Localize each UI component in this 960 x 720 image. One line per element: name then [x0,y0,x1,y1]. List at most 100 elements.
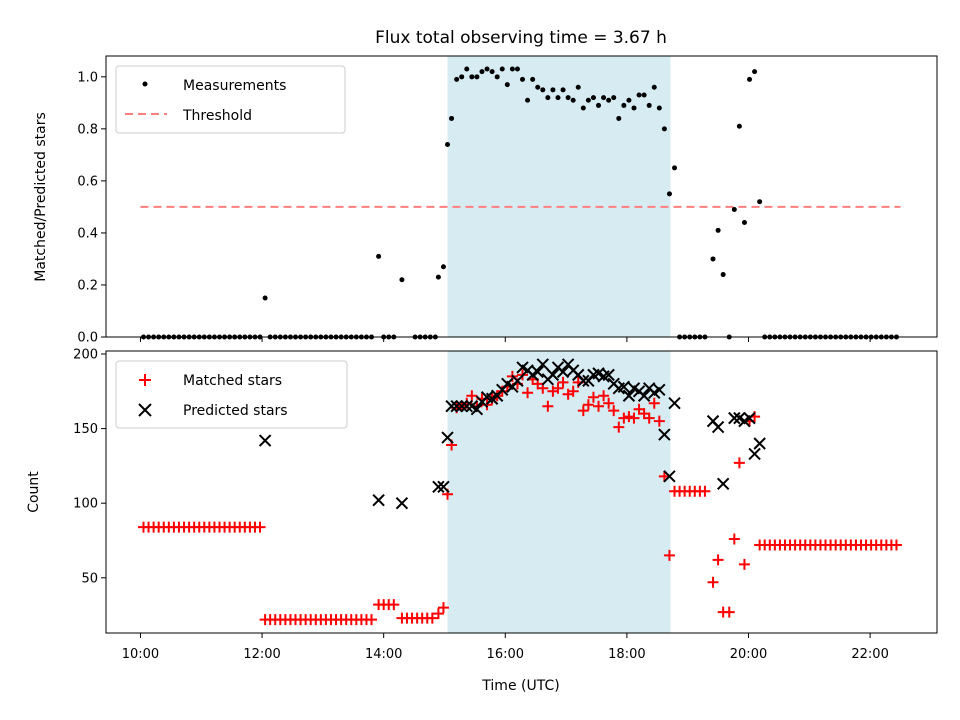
matched-star-point [699,485,711,497]
measurement-point [469,74,475,80]
measurement-point [720,272,726,278]
matched-star-point [712,554,724,566]
measurement-point [514,66,520,72]
x-tick-label: 16:00 [487,647,524,662]
measurement-point [575,84,581,90]
matched-star-point [567,385,579,397]
y-tick-label: 0.4 [77,226,98,241]
measurement-point [504,82,510,88]
y-tick-label: 150 [73,422,98,437]
measurement-point [661,126,667,132]
matched-star-point [707,576,719,588]
measurement-point [580,105,586,111]
predicted-star-point [546,368,560,382]
measurement-point [736,123,742,129]
matched-star-point [643,412,655,424]
predicted-star-point [372,493,385,507]
measurement-point [555,95,561,101]
measurement-point [494,74,500,80]
measurement-point [399,277,405,283]
predicted-star-point [437,480,450,493]
predicted-star-point [728,411,741,425]
measurement-point [626,97,632,103]
matched-star-point [388,599,400,611]
predicted-star-point [748,447,761,461]
predicted-star-point [743,411,756,425]
measurement-point [545,95,551,101]
measurement-point [479,69,485,75]
matched-star-point [587,391,599,403]
top-axes-frame [105,55,938,338]
predicted-star-point [622,389,636,402]
predicted-star-point [658,428,671,441]
y-tick-label: 50 [81,571,98,586]
measurement-point [449,115,455,121]
y-tick-label: 0.8 [77,122,98,137]
measurement-point [757,199,763,205]
matched-star-point [366,614,378,626]
matched-star-point [254,521,266,533]
y-tick-label: 0.2 [77,278,98,293]
measurement-point [565,95,571,101]
measurement-point [590,95,596,101]
measurement-point [606,97,612,103]
matched-star-point [552,382,564,394]
predicted-star-point [460,399,473,413]
x-tick-label: 10:00 [122,647,159,662]
predicted-star-point [602,368,615,382]
matched-star-point [522,387,534,399]
measurement-point [440,264,446,270]
measurement-point [474,74,480,80]
count-panel: 50 100 150 200 10:00 12:00 14:00 16:00 18:00 20:… [26,347,938,694]
measurement-point [636,92,642,98]
matched-star-point [432,608,444,620]
x-tick-label: 22:00 [851,647,888,662]
measurement-point [489,69,495,75]
measurement-point [641,92,647,98]
measurement-point [596,102,602,108]
matched-star-point [481,399,493,411]
chart-title: Flux total observing time = 3.67 h [375,28,667,48]
matched-star-point [582,399,594,411]
legend-marker-predicted [138,403,152,417]
measurement-point [509,66,515,72]
x-tick-label: 12:00 [243,647,280,662]
matched-star-point [542,400,554,412]
x-axis-label: Time (UTC) [481,678,559,694]
measurement-point [499,66,505,72]
matched-star-point [890,539,902,551]
bottom-y-axis-label: Count [26,471,42,513]
matched-star-point [728,533,740,545]
top-y-ticks: 0.0 0.2 0.4 0.6 0.8 1.0 [77,70,106,346]
bottom-legend: Matched stars Predicted stars [115,360,348,429]
matched-star-point [663,549,675,561]
predicted-star-point [441,431,454,444]
measurement-point [666,191,672,197]
matched-star-point [738,558,750,570]
measurement-point [445,141,451,147]
measurement-point [656,105,662,111]
predicted-star-point [395,496,409,510]
x-tick-label: 14:00 [365,647,402,662]
measurement-point [560,87,566,93]
predicted-stars-points [258,358,766,510]
matched-star-point [653,415,665,427]
matched-star-point [466,390,478,402]
predicted-star-point [432,480,445,493]
measurement-point [376,253,382,259]
y-tick-label: 0.0 [77,331,98,346]
matched-star-point [437,602,449,614]
predicted-star-point [536,358,549,371]
top-legend-box [115,65,346,134]
top-y-axis-label: Matched/Predicted stars [33,112,49,282]
measurement-point [752,69,758,75]
legend-label-matched: Matched stars [183,373,282,389]
bottom-y-ticks: 50 100 150 200 [73,347,106,586]
matched-star-point [426,612,438,624]
matched-star-point [723,606,735,618]
measurement-point [525,97,531,103]
measurement-point [710,256,716,262]
matched-star-point [598,390,610,402]
predicted-star-point [445,399,458,413]
